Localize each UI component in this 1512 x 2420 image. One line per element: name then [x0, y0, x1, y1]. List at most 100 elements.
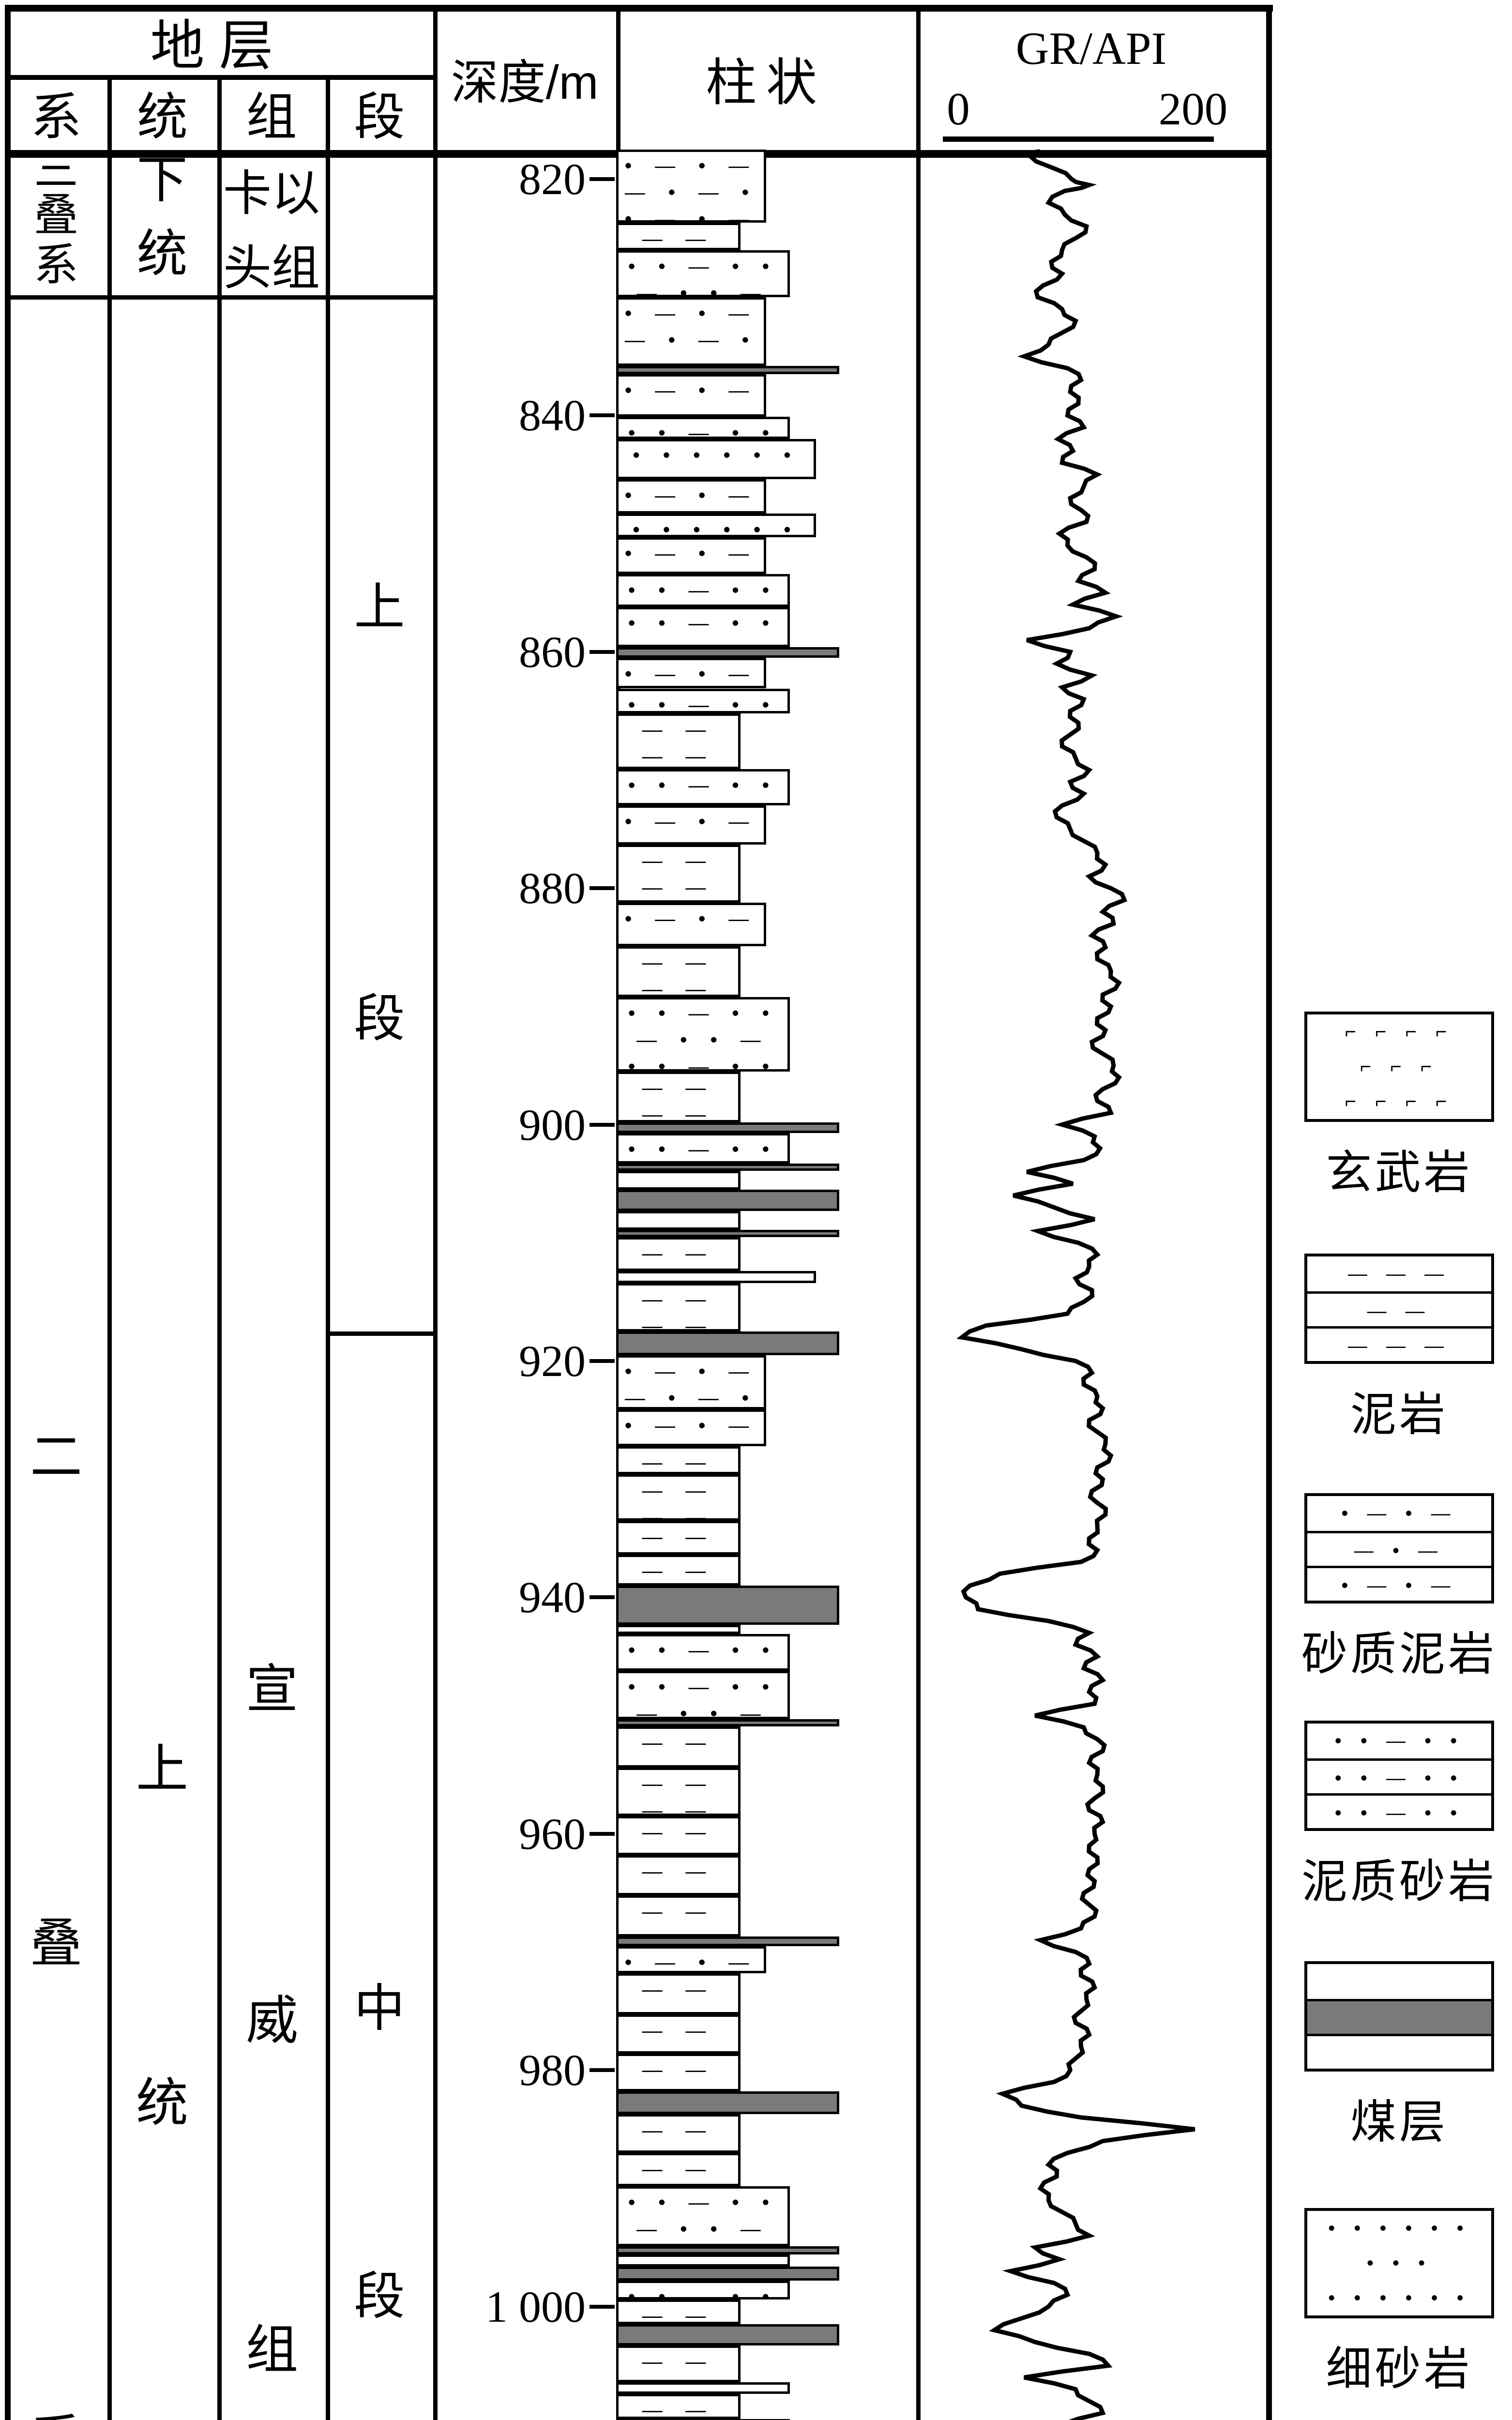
col-line-gr-left	[916, 5, 921, 2420]
row1-system-label: 系	[33, 241, 79, 290]
lith-pattern-row: — • • —	[636, 1028, 770, 1051]
lith-bed-md: — — — —	[616, 946, 741, 997]
depth-tick-label: 900	[519, 1100, 586, 1150]
table-border-top	[5, 5, 1273, 12]
depth-tick-label: 820	[519, 154, 586, 204]
legend-label-coal: 煤层	[1350, 2097, 1448, 2148]
lith-pattern-row: — —	[642, 1314, 715, 1331]
gr-scale-min: 0	[947, 83, 970, 135]
legend-pattern-row: • • • • • •	[1328, 2287, 1470, 2309]
lith-pattern-row: • — • —	[624, 207, 758, 223]
lith-bed-sm: • — • —	[616, 479, 766, 514]
lith-bed-coal	[616, 365, 839, 374]
row2-formation-label: 威	[245, 1991, 299, 2050]
gr-scale-bar	[943, 136, 1214, 142]
lith-bed-sm: • — • — — • — • • — • —	[616, 149, 766, 223]
lith-bed-ms: • • — • • — • • —	[616, 250, 790, 298]
lith-pattern-row: • — • —	[624, 907, 758, 930]
lith-pattern-row: • — • —	[624, 378, 758, 401]
lith-bed-sm: • — • — — • — •	[616, 297, 766, 366]
legend-pattern-row	[1307, 1964, 1491, 1999]
legend-pattern-row	[1307, 1999, 1491, 2034]
lith-bed-ms: • • — • • — • • —	[616, 2186, 790, 2247]
legend-label-ms: 泥质砂岩	[1301, 1856, 1497, 1907]
row2-system-label: 叠	[30, 1914, 83, 1972]
member-upper-label: 上	[354, 579, 405, 636]
legend-swatch-sm: • — • — — • — • — • —	[1304, 1493, 1494, 1603]
row2-series-label: 统	[136, 2073, 189, 2132]
lith-pattern-row: — —	[642, 1772, 715, 1795]
lith-bed-ms: • • — • •	[616, 1133, 790, 1164]
lith-pattern-row: — —	[642, 1175, 715, 1190]
lith-bed-md: — —	[616, 2014, 741, 2054]
lith-bed-ms: • • — • • — • • — • • — • •	[616, 997, 790, 1072]
legend-swatch-coal	[1304, 1961, 1494, 2072]
gr-track-title: GR/API	[1015, 23, 1167, 74]
lith-bed-md: — — — —	[616, 1768, 741, 1816]
depth-tick-label: 1 000	[485, 2282, 586, 2331]
lith-bed-coal	[616, 1189, 839, 1211]
lith-pattern-row: — —	[642, 1799, 715, 1816]
header-stratigraphy: 地层	[150, 15, 288, 76]
depth-tick-mark	[590, 1359, 615, 1363]
lith-pattern-row: — —	[642, 1075, 715, 1099]
lith-bed-md: — —	[616, 1210, 741, 1230]
row1-formation-label: 卡以	[223, 166, 320, 221]
lith-bed-coal	[616, 1164, 839, 1171]
lith-bed-sm: • — • —	[616, 658, 766, 689]
lith-bed-md: — —	[616, 2394, 741, 2419]
lith-pattern-row: — —	[642, 950, 715, 973]
depth-tick-mark	[590, 413, 615, 418]
row1-series-label: 统	[136, 226, 188, 283]
lith-bed-coal	[616, 2091, 839, 2114]
row1-system-label: 叠	[33, 191, 79, 240]
lith-bed-ms: • • — • •	[616, 1634, 790, 1671]
lith-bed-ms: • • — • •	[616, 2419, 790, 2420]
lith-pattern-row: • • • • • •	[619, 1273, 814, 1280]
row2-system-label: 系	[30, 2413, 82, 2420]
lith-pattern-row: — • — •	[624, 328, 758, 351]
lith-bed-md: — —	[616, 223, 741, 250]
lith-bed-sm: • — • —	[616, 537, 766, 574]
header-column-label: 柱状	[705, 55, 827, 111]
lith-pattern-row: • • — • •	[628, 1137, 778, 1160]
lith-bed-md: — —	[616, 2345, 741, 2382]
lith-pattern-row: — • • —	[636, 2217, 770, 2240]
lith-pattern-row: — —	[642, 875, 715, 898]
lith-pattern-row: — —	[642, 1559, 715, 1582]
lith-bed-coal	[616, 1719, 839, 1726]
lith-bed-ms: • • — • •	[616, 2280, 790, 2299]
legend-pattern-row: • — • —	[1341, 1503, 1457, 1524]
depth-tick-label: 920	[519, 1336, 586, 1386]
lith-pattern-row: • • — • •	[628, 1001, 778, 1024]
lith-pattern-row: — —	[642, 1730, 715, 1754]
depth-tick-mark	[590, 1595, 615, 1600]
lith-pattern-row: — • • —	[636, 281, 770, 298]
member-middle-label: 中	[354, 1980, 405, 2037]
lith-bed-md: — — — —	[616, 713, 741, 769]
legend-swatch-ba: ⌐ ⌐ ⌐ ⌐ ⌐ ⌐ ⌐ ⌐ ⌐ ⌐ ⌐	[1304, 1012, 1494, 1122]
row1-formation-label: 头组	[223, 241, 320, 295]
lith-bed-sm: • — • —	[616, 374, 766, 417]
lith-pattern-row: — —	[642, 2118, 715, 2141]
lith-bed-ms: • • — • •	[616, 2254, 790, 2267]
lith-pattern-row: • • — • •	[628, 1054, 778, 1072]
lith-pattern-row: • • — • •	[628, 611, 778, 634]
member-upper-middle-line	[326, 1331, 433, 1336]
lith-pattern-row: — —	[642, 2019, 715, 2042]
lith-pattern-row: • • • • • •	[633, 443, 800, 467]
row1-system-label: 三	[33, 145, 79, 194]
lith-bed-md: — —	[616, 1895, 741, 1937]
lith-pattern-row: • • — • •	[628, 693, 778, 713]
lith-pattern-row: • • — • •	[619, 2385, 787, 2391]
col-line-formation-left	[217, 75, 222, 2420]
depth-tick-label: 840	[519, 391, 586, 440]
col-line-depth-left	[433, 5, 438, 2420]
legend-pattern-row: ⌐ ⌐ ⌐ ⌐	[1345, 1091, 1454, 1112]
row2-formation-label: 组	[245, 2320, 299, 2379]
lith-bed-md: — —	[616, 1555, 741, 1586]
row2-system-label: 二	[30, 1427, 83, 1486]
lith-bed-md: — —	[616, 1855, 741, 1895]
lith-pattern-row: • • — • •	[628, 1675, 778, 1698]
depth-tick-label: 860	[519, 627, 586, 677]
